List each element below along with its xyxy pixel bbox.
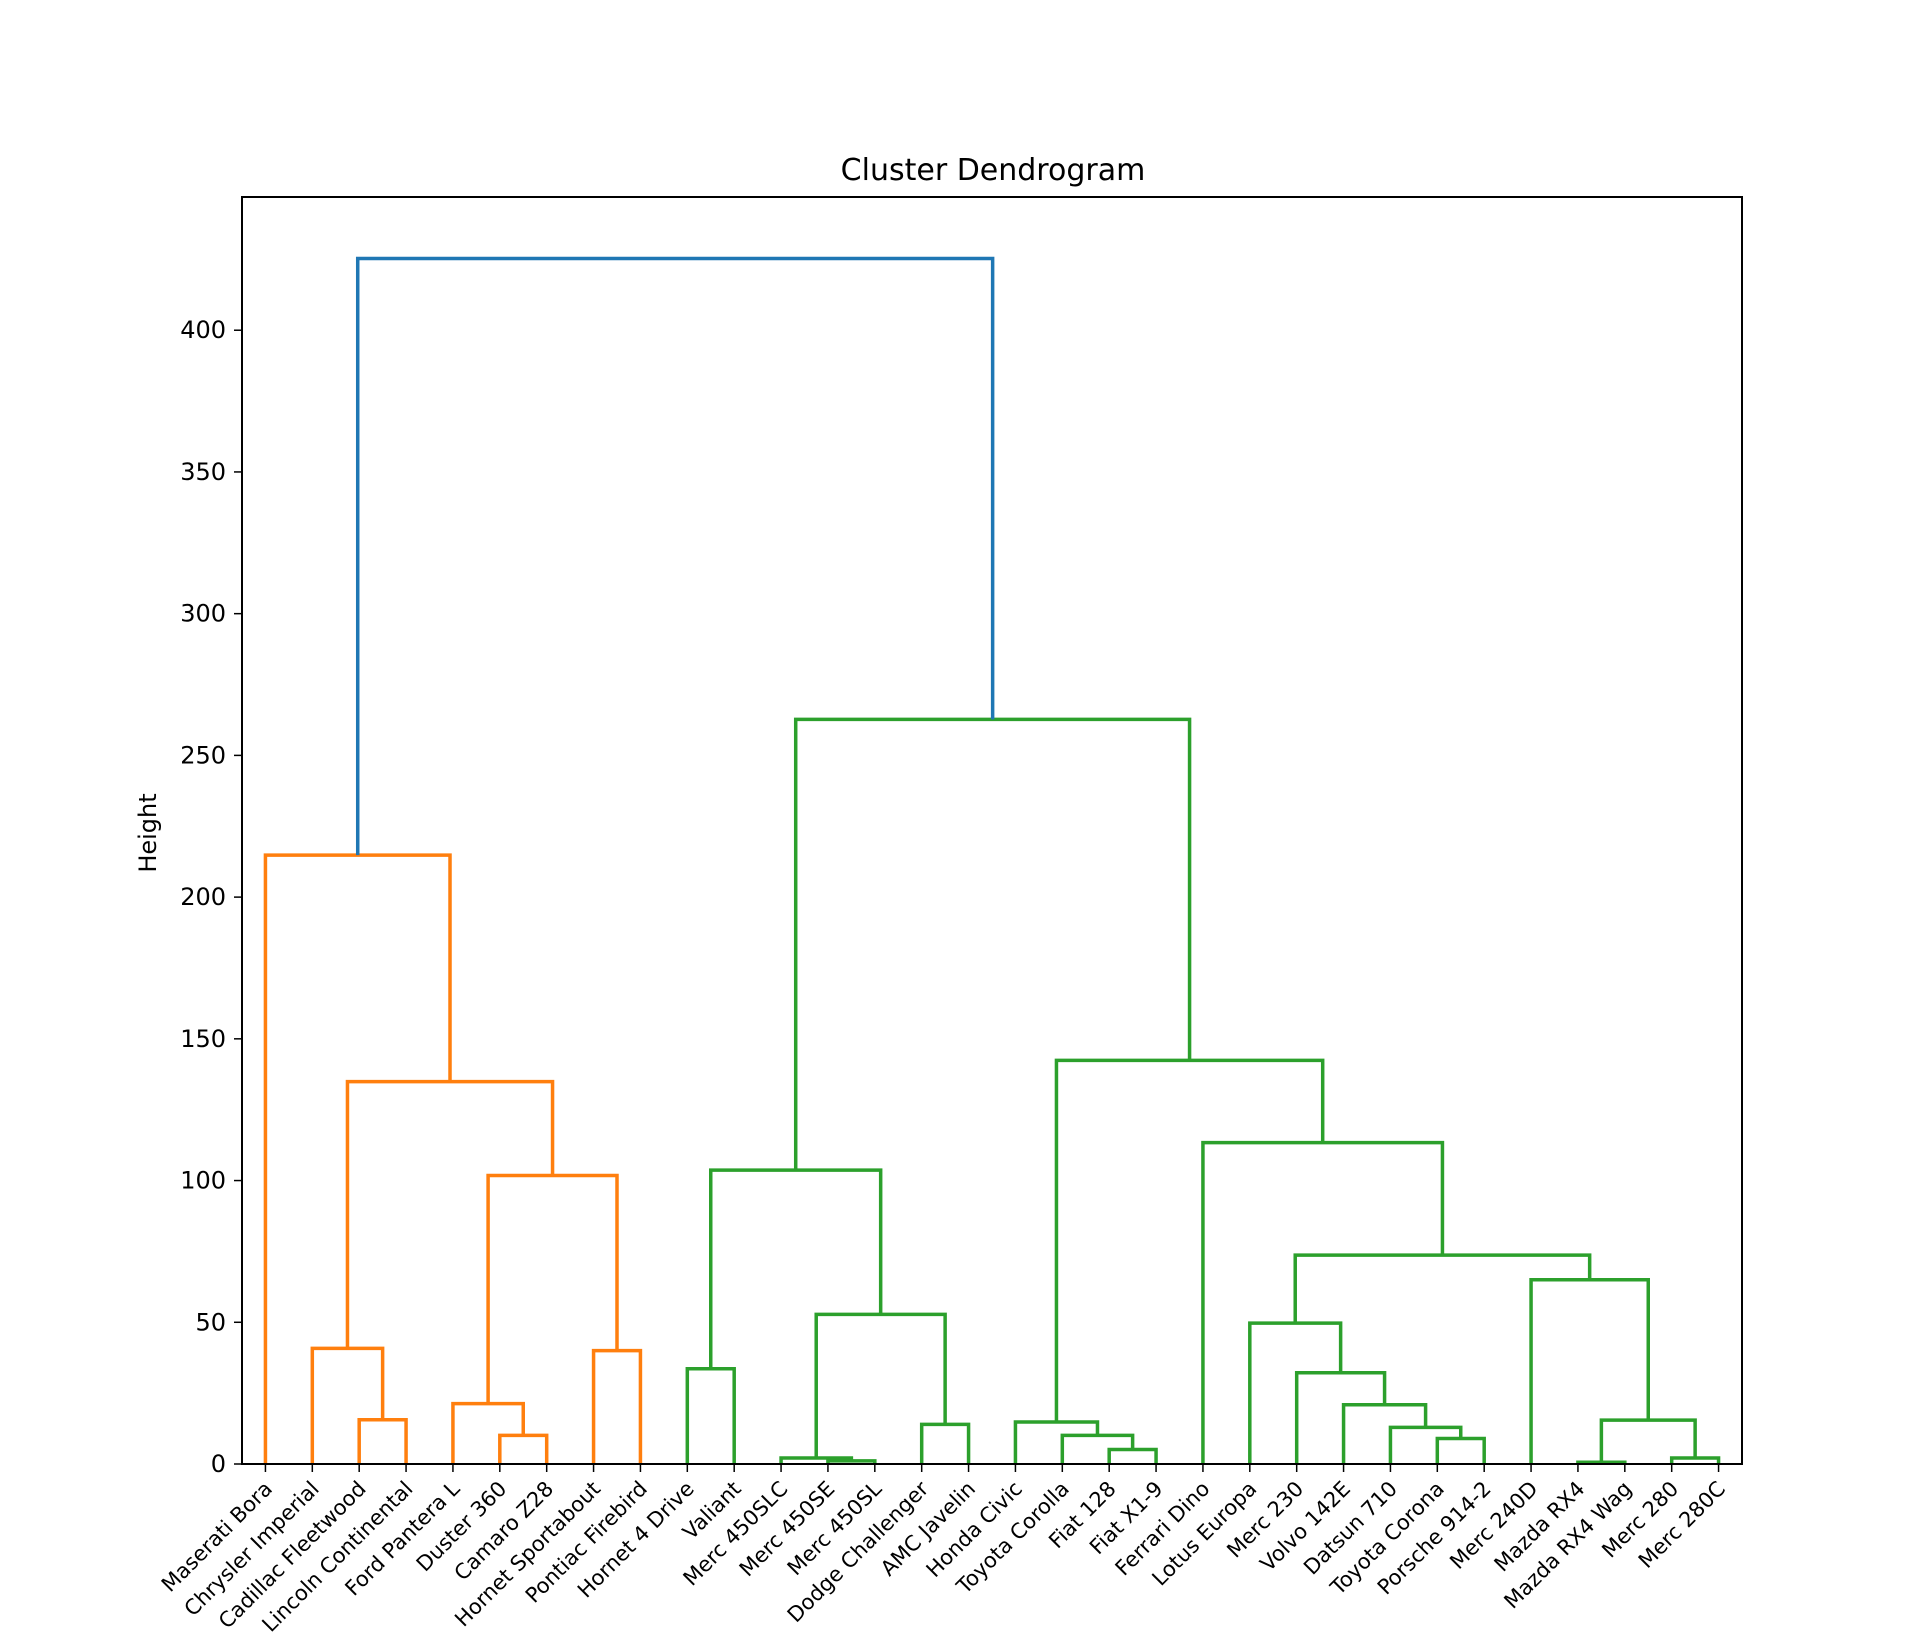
dendrogram-link-m12 — [919, 1422, 971, 1464]
dendrogram-link-m29 — [1054, 1058, 1325, 1423]
dendrogram-links — [263, 256, 1721, 1465]
dendrogram-link-m14 — [709, 1168, 883, 1369]
dendrogram-link-m6 — [486, 1173, 619, 1404]
dendrogram-link-m30 — [793, 717, 1192, 1171]
y-tick-label-350: 350 — [180, 458, 226, 486]
y-tick-label-0: 0 — [211, 1450, 226, 1478]
y-axis: 0 50 100 150 200 250 300 350 400 — [180, 316, 242, 1478]
y-tick-label-200: 200 — [180, 883, 226, 911]
y-tick-label-100: 100 — [180, 1167, 226, 1195]
dendrogram-link-m2 — [310, 1346, 385, 1464]
dendrogram-link-m26 — [1529, 1278, 1650, 1464]
dendrogram-link-m27 — [1293, 1253, 1592, 1324]
dendrogram-link-m7 — [345, 1079, 555, 1349]
dendrogram-link-m5 — [591, 1348, 643, 1464]
dendrogram-link-m22 — [1248, 1321, 1343, 1464]
dendrogram-link-m24 — [1669, 1456, 1721, 1464]
dendrogram-link-m19 — [1388, 1425, 1463, 1464]
dendrogram-link-m20 — [1341, 1403, 1428, 1464]
dendrogram-link-m21 — [1294, 1370, 1387, 1464]
dendrogram-link-m18 — [1435, 1436, 1486, 1464]
dendrogram-link-m4 — [451, 1401, 525, 1464]
dendrogram-link-m31 — [355, 256, 995, 856]
dendrogram-link-m28 — [1201, 1140, 1445, 1464]
dendrogram-link-m17 — [1013, 1420, 1100, 1464]
y-tick-label-300: 300 — [180, 600, 226, 628]
y-tick-label-250: 250 — [180, 741, 226, 769]
dendrogram-link-m13 — [814, 1312, 947, 1459]
dendrogram-link-m11 — [779, 1456, 854, 1464]
y-tick-label-50: 50 — [195, 1308, 226, 1336]
dendrogram-link-m8 — [263, 853, 452, 1464]
dendrogram-link-m15 — [1107, 1447, 1158, 1464]
chart-title: Cluster Dendrogram — [841, 153, 1146, 188]
dendrogram-link-m25 — [1599, 1418, 1697, 1463]
y-tick-label-150: 150 — [180, 1025, 226, 1053]
plot-frame — [241, 196, 1743, 1465]
dendrogram-link-m9 — [685, 1367, 736, 1464]
dendrogram-link-m3 — [498, 1433, 549, 1464]
dendrogram-link-m1 — [357, 1418, 408, 1464]
y-axis-label: Height — [134, 793, 162, 872]
y-tick-label-400: 400 — [180, 316, 226, 344]
